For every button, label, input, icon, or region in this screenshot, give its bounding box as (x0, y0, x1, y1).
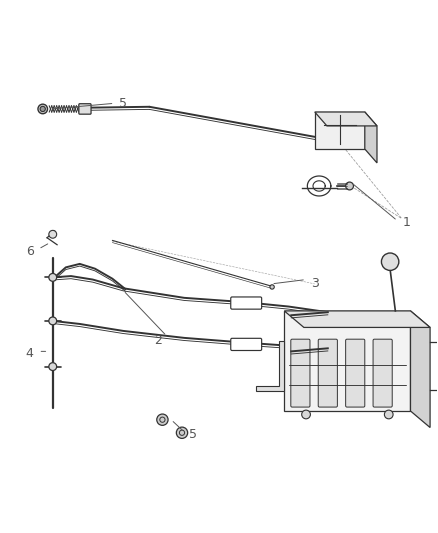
FancyBboxPatch shape (231, 338, 261, 351)
Polygon shape (284, 311, 410, 411)
Circle shape (49, 273, 57, 281)
Text: 6: 6 (26, 245, 34, 258)
Circle shape (40, 107, 46, 111)
Polygon shape (410, 311, 430, 427)
Circle shape (49, 230, 57, 238)
Polygon shape (256, 341, 284, 391)
Circle shape (346, 182, 353, 190)
Circle shape (49, 362, 57, 370)
FancyBboxPatch shape (291, 339, 310, 407)
FancyBboxPatch shape (346, 339, 365, 407)
FancyBboxPatch shape (373, 339, 392, 407)
Polygon shape (315, 112, 377, 126)
Circle shape (49, 317, 57, 325)
Polygon shape (284, 311, 430, 327)
Text: 5: 5 (119, 97, 127, 110)
Text: 5: 5 (189, 427, 197, 441)
Text: 2: 2 (154, 334, 162, 347)
FancyBboxPatch shape (79, 104, 91, 114)
Text: 1: 1 (402, 216, 410, 230)
Circle shape (385, 410, 393, 419)
Text: 4: 4 (26, 347, 34, 360)
Circle shape (381, 253, 399, 270)
Circle shape (177, 427, 187, 439)
Polygon shape (315, 112, 365, 149)
FancyBboxPatch shape (231, 297, 261, 309)
FancyBboxPatch shape (318, 339, 337, 407)
Circle shape (270, 285, 274, 289)
Circle shape (157, 414, 168, 425)
Circle shape (38, 104, 47, 114)
Polygon shape (365, 112, 377, 163)
Circle shape (302, 410, 311, 419)
Text: 3: 3 (311, 277, 319, 290)
